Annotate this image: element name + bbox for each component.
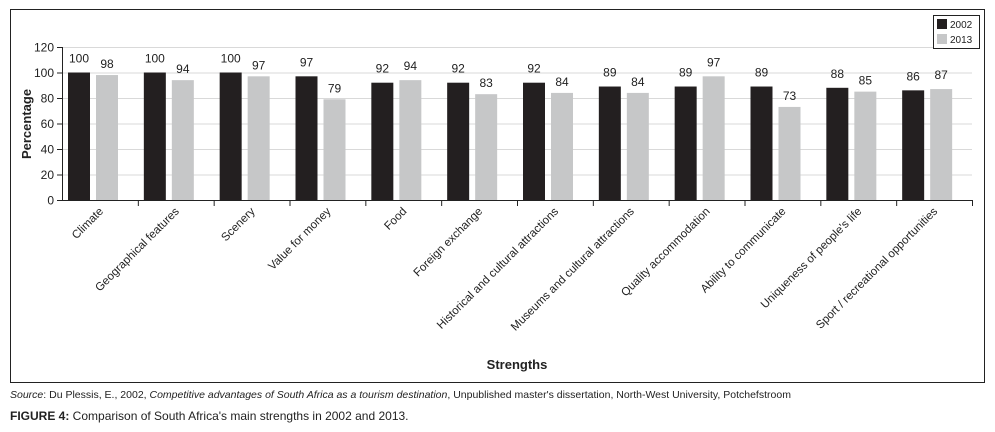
- x-tick-label: Value for money: [266, 205, 333, 272]
- bar-2002: [750, 86, 773, 200]
- data-label: 87: [934, 68, 948, 82]
- x-tick-label: Scenery: [219, 205, 257, 243]
- data-label: 92: [451, 62, 465, 76]
- data-label: 83: [479, 76, 493, 90]
- y-axis-label: Percentage: [19, 89, 34, 159]
- bar-2013: [96, 75, 118, 200]
- bar-2013: [930, 89, 953, 200]
- data-label: 85: [859, 74, 873, 88]
- legend-label: 2002: [950, 20, 973, 31]
- data-label: 79: [328, 81, 342, 95]
- bar-2002: [674, 86, 697, 200]
- legend-swatch-2002: [937, 19, 947, 29]
- y-tick-label: 60: [41, 117, 55, 131]
- source-rest: , Unpublished master's dissertation, Nor…: [447, 389, 791, 401]
- data-label: 98: [100, 57, 114, 71]
- bar-chart: 100 98 100 94 100 97 97 79 92 94 92 83 92 84 89 84 89 97 8…: [10, 9, 985, 383]
- data-label: 89: [755, 66, 769, 80]
- bar-2013: [247, 76, 270, 200]
- bar-2002: [598, 86, 621, 200]
- x-tick-label: Food: [382, 206, 409, 233]
- bar-2013: [323, 99, 346, 200]
- bar-2002: [447, 82, 470, 200]
- bar-2002: [523, 82, 545, 200]
- x-tick-label: Foreign exchange: [412, 206, 486, 280]
- data-label: 100: [69, 52, 89, 66]
- figure-caption: FIGURE 4: Comparison of South Africa's m…: [10, 409, 409, 423]
- y-tick-label: 40: [41, 143, 55, 157]
- bar-2002: [902, 90, 925, 200]
- x-tick-label: Sport / recreational opportunities: [814, 205, 940, 331]
- bar-2002: [295, 76, 318, 200]
- y-tick-label: 20: [41, 168, 55, 182]
- bar-2002: [219, 72, 242, 200]
- y-tick-label: 120: [34, 41, 54, 55]
- source-author: : Du Plessis, E., 2002,: [43, 389, 150, 401]
- source-label: Source: [10, 389, 44, 401]
- x-tick-label: Geographical features: [93, 205, 182, 294]
- x-tick-label: Museums and cultural attractions: [509, 205, 637, 333]
- data-label: 97: [252, 58, 266, 72]
- legend-swatch-2013: [937, 34, 947, 44]
- figure-label: FIGURE 4:: [10, 409, 70, 423]
- data-label: 92: [376, 62, 390, 76]
- bar-2013: [702, 76, 725, 200]
- data-label: 89: [603, 66, 617, 80]
- legend: 2002 2013: [933, 15, 980, 49]
- data-label: 89: [679, 66, 693, 80]
- data-label: 100: [145, 52, 165, 66]
- bar-2013: [551, 92, 573, 200]
- data-label: 92: [527, 62, 541, 76]
- source-note: Source: Du Plessis, E., 2002, Competitiv…: [10, 389, 791, 401]
- y-tick-label: 80: [41, 92, 55, 106]
- bar-2013: [399, 80, 422, 200]
- bar-2013: [854, 91, 877, 200]
- bar-2002: [371, 82, 394, 200]
- y-tick-label: 100: [34, 66, 54, 80]
- legend-label: 2013: [950, 35, 973, 46]
- x-axis-label: Strengths: [487, 357, 548, 372]
- x-tick-label: Historical and cultural attractions: [435, 205, 561, 331]
- data-label: 94: [176, 62, 190, 76]
- data-label: 94: [404, 59, 418, 73]
- x-tick-label: Climate: [70, 206, 106, 242]
- bar-2002: [68, 72, 90, 200]
- source-title: Competitive advantages of South Africa a…: [149, 389, 448, 401]
- data-label: 84: [631, 75, 645, 89]
- figure-text: Comparison of South Africa's main streng…: [69, 409, 409, 423]
- data-label: 73: [783, 89, 797, 103]
- data-label: 100: [221, 52, 241, 66]
- data-label: 88: [831, 67, 845, 81]
- chart-frame: [10, 9, 985, 383]
- y-tick-label: 0: [47, 194, 54, 208]
- bar-2013: [778, 106, 801, 200]
- x-tick-label: Quality accommodation: [619, 206, 712, 299]
- data-label: 86: [906, 69, 920, 83]
- bar-2002: [143, 72, 166, 200]
- data-label: 97: [300, 55, 314, 69]
- bar-2002: [826, 87, 849, 200]
- data-label: 97: [707, 55, 721, 69]
- x-tick-label: Ability to communicate: [699, 206, 789, 296]
- bar-2013: [626, 92, 649, 200]
- bar-2013: [171, 80, 194, 200]
- bar-2013: [475, 94, 498, 200]
- data-label: 84: [555, 75, 569, 89]
